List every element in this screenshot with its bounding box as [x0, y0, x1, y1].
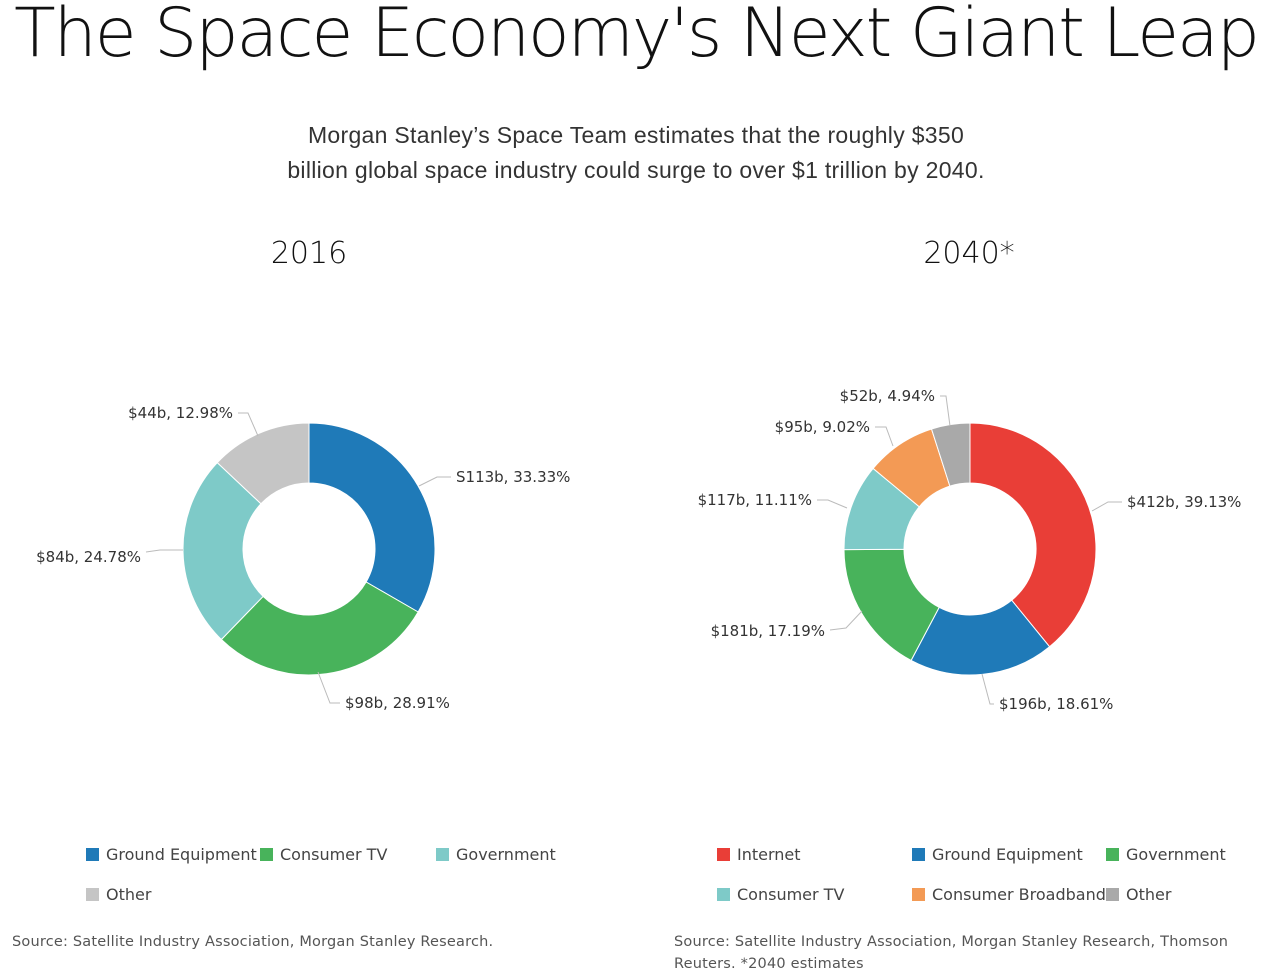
- legend-label: Internet: [737, 844, 801, 864]
- legend-swatch: [912, 847, 925, 861]
- leader-line: [418, 476, 451, 487]
- legend-label: Consumer TV: [280, 844, 388, 864]
- donut-slice-other[interactable]: [930, 422, 971, 487]
- donut-slice-internet[interactable]: [969, 422, 1097, 648]
- legend-swatch: [86, 847, 99, 861]
- chart-title-2040: 2040*: [923, 236, 1015, 271]
- page-subtitle: Morgan Stanley’s Space Team estimates th…: [287, 122, 985, 183]
- legend-swatch: [86, 887, 99, 901]
- legend-label: Other: [1126, 884, 1172, 904]
- legend-label: Government: [456, 844, 556, 864]
- legend-item-government[interactable]: Government: [436, 843, 556, 865]
- legend-label: Consumer Broadband: [932, 884, 1106, 904]
- donut-slice-consumer-tv[interactable]: [220, 581, 419, 676]
- leader-line: [145, 549, 183, 553]
- legend-label: Ground Equipment: [106, 844, 257, 864]
- data-label-government: $84b, 24.78%: [36, 548, 141, 566]
- data-label-government: $181b, 17.19%: [711, 622, 825, 640]
- chart-title-2016: 2016: [270, 236, 348, 271]
- legend-item-government[interactable]: Government: [1106, 843, 1226, 865]
- data-label-consumer-tv: $117b, 11.11%: [698, 491, 812, 509]
- leader-line: [317, 671, 340, 704]
- leader-line: [875, 426, 894, 447]
- data-label-consumer-tv: $98b, 28.91%: [345, 694, 450, 712]
- legend-label: Consumer TV: [737, 884, 845, 904]
- legend-label: Other: [106, 884, 152, 904]
- leader-line: [817, 499, 848, 509]
- donut-slice-ground-equipment[interactable]: [308, 422, 436, 613]
- donut-slice-government[interactable]: [182, 461, 264, 641]
- legend-label: Ground Equipment: [932, 844, 1083, 864]
- legend-swatch: [1106, 847, 1119, 861]
- legend-item-internet[interactable]: Internet: [717, 843, 801, 865]
- data-label-other: $44b, 12.98%: [128, 404, 233, 422]
- legend-item-consumer-tv[interactable]: Consumer TV: [260, 843, 387, 865]
- legend-item-other[interactable]: Other: [1106, 883, 1171, 905]
- data-label-ground-equipment: S113b, 33.33%: [456, 468, 570, 486]
- source-note-2016: Source: Satellite Industry Association, …: [12, 934, 494, 950]
- legend-swatch: [717, 847, 730, 861]
- legend-item-ground-equipment[interactable]: Ground Equipment: [86, 843, 257, 865]
- data-label-consumer-broadband: $95b, 9.02%: [775, 418, 870, 436]
- data-label-other: $52b, 4.94%: [840, 387, 935, 405]
- leader-line: [981, 673, 994, 705]
- legend-swatch: [1106, 887, 1119, 901]
- legend-item-consumer-broadband[interactable]: Consumer Broadband: [912, 883, 1106, 905]
- donut-slice-other[interactable]: [216, 422, 310, 505]
- source-note-2040: Source: Satellite Industry Association, …: [674, 934, 1229, 972]
- leader-line: [829, 610, 863, 631]
- legend-swatch: [912, 887, 925, 901]
- legend-swatch: [717, 887, 730, 901]
- leader-line: [238, 412, 259, 437]
- leader-line: [940, 395, 951, 427]
- data-label-internet: $412b, 39.13%: [1127, 493, 1241, 511]
- legend-swatch: [436, 847, 449, 861]
- legend-label: Government: [1126, 844, 1226, 864]
- legend-swatch: [260, 847, 273, 861]
- data-label-ground-equipment: $196b, 18.61%: [999, 695, 1113, 713]
- legend-item-other[interactable]: Other: [86, 883, 151, 905]
- page-title: The Space Economy's Next Giant Leap: [14, 0, 1260, 73]
- leader-line: [1091, 501, 1122, 512]
- legend-item-ground-equipment[interactable]: Ground Equipment: [912, 843, 1083, 865]
- legend-item-consumer-tv[interactable]: Consumer TV: [717, 883, 844, 905]
